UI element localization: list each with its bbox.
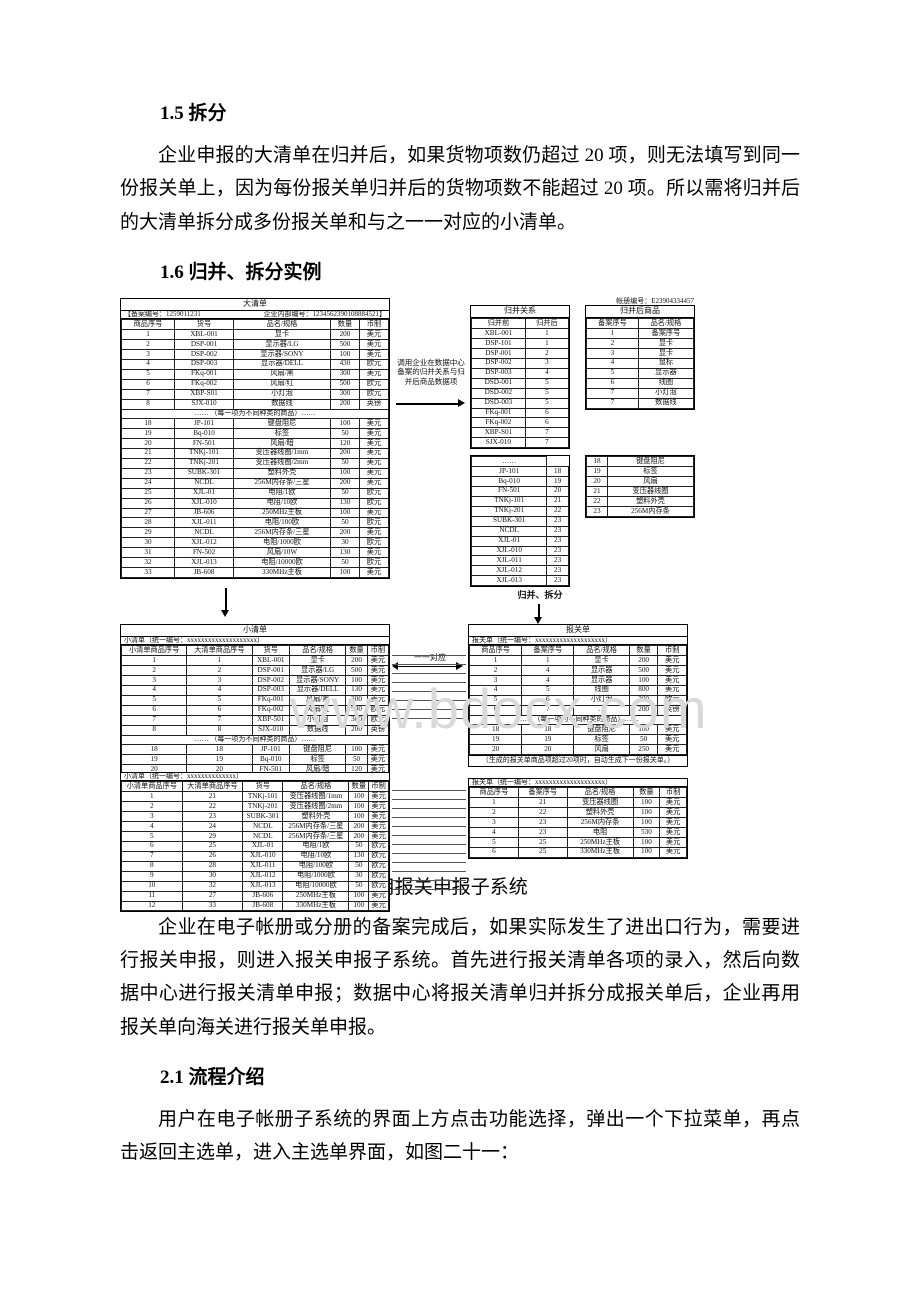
merge-title-left: 归并关系 xyxy=(471,306,569,318)
small-list-2-sub: 小清单（统一编号：xxxxxxxxxxxxxx） xyxy=(121,773,389,782)
small-list-1-table: 小清单商品序号大清单商品序号货号品名/规格数量币制11XBL-001显卡200美… xyxy=(121,645,389,785)
customs-1-title: 报关单 xyxy=(469,625,687,637)
note-between: 调用企业在数据中心备案的归并关系与归并后商品数据项 xyxy=(397,358,465,386)
small-list-2-box: 小清单（统一编号：xxxxxxxxxxxxxx） 小清单商品序号大清单商品序号货… xyxy=(120,772,390,913)
para-2-1: 用户在电子帐册子系统的界面上方点击功能选择，弹出一个下拉菜单，再点击返回主选单，… xyxy=(120,1103,800,1170)
label-mergesplit: 归并、拆分 xyxy=(500,590,580,601)
merge-batch-label: 帐册编号：E23904334457 xyxy=(470,298,700,306)
customs-1-box: 报关单 报关单（统一编号：xxxxxxxxxxxxxxxxxxxx） 商品序号备… xyxy=(468,624,688,767)
customs-2-table: 商品序号备案序号品名/规格数量币制121变压器线圈100美元222塑料外壳100… xyxy=(469,787,687,857)
heading-1-5: 1.5 拆分 xyxy=(160,98,800,125)
customs-2-box: 报关单（统一编号：xxxxxxxxxxxxxxxxxxxx） 商品序号备案序号品… xyxy=(468,778,688,859)
small-list-1-box: 小清单 小清单（统一编号：xxxxxxxxxxxxxxxxxxxx） 小清单商品… xyxy=(120,624,390,786)
customs-1-footnote: （生成的报关单商品项超过20项时，自动生成下一份报关单。） xyxy=(469,755,687,766)
customs-1-table: 商品序号备案序号品名/规格数量币制11显卡200美元24显示器500美元34显示… xyxy=(469,645,687,755)
big-list-box: 大清单 【备案编号：1259011231 企业内部编号：123456239010… xyxy=(120,298,390,579)
document-page: 1.5 拆分 企业申报的大清单在归并后，如果货物项数仍超过 20 项，则无法填写… xyxy=(0,0,920,1239)
merge-box: 帐册编号：E23904334457 归并关系 归并前归并后XBL-0011DSP… xyxy=(470,298,700,586)
small-list-2-table: 小清单商品序号大清单商品序号货号品名/规格数量币制121TNKj-101变压器线… xyxy=(121,781,389,911)
small-list-1-sub: 小清单（统一编号：xxxxxxxxxxxxxxxxxxxx） xyxy=(121,637,389,646)
merge-title-right: 归并后商品 xyxy=(586,306,694,318)
customs-1-sub: 报关单（统一编号：xxxxxxxxxxxxxxxxxxxx） xyxy=(469,637,687,646)
heading-1-6: 1.6 归并、拆分实例 xyxy=(160,257,800,284)
heading-2-1: 2.1 流程介绍 xyxy=(160,1062,800,1089)
small-list-1-title: 小清单 xyxy=(121,625,389,637)
big-list-sub-right: 企业内部编号：1234562390108884521】 xyxy=(264,311,390,319)
customs-2-sub: 报关单（统一编号：xxxxxxxxxxxxxxxxxxxx） xyxy=(469,779,687,788)
para-chapter2: 企业在电子帐册或分册的备案完成后，如果实际发生了进出口行为，需要进行报关申报，则… xyxy=(120,911,800,1044)
merge-split-diagram: www.bdocx.com 大清单 【备案编号：1259011231 企业内部编… xyxy=(120,298,800,858)
big-list-table: 商品序号货号品名/规格数量币制1XBL-001显卡200美元2DSP-001显示… xyxy=(121,319,389,578)
big-list-title: 大清单 xyxy=(121,299,389,311)
big-list-sub-left: 【备案编号：1259011231 xyxy=(124,311,201,319)
para-1-5: 企业申报的大清单在归并后，如果货物项数仍超过 20 项，则无法填写到同一份报关单… xyxy=(120,139,800,239)
